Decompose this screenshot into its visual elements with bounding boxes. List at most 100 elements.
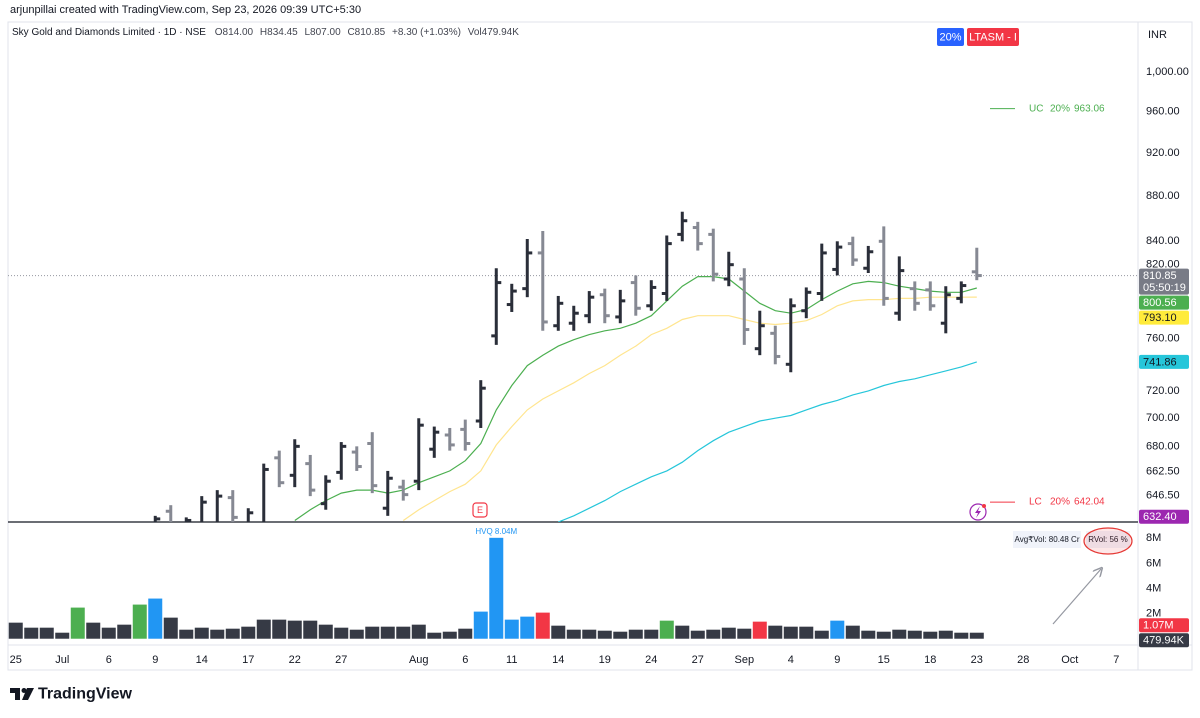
volume-bar: [783, 626, 798, 639]
legend-value: H834.45: [259, 27, 298, 38]
price-badge-label: 793.10: [1143, 312, 1177, 324]
price-bar: [215, 490, 223, 522]
x-tick-label: 27: [335, 654, 347, 666]
y-tick-label: 8M: [1146, 532, 1161, 544]
price-badge-label: 632.40: [1143, 511, 1177, 523]
price-badge-label: 479.94K: [1143, 635, 1185, 647]
price-bar: [739, 268, 750, 345]
legend-value: +8.30 (+1.03%): [392, 27, 461, 38]
price-bar: [429, 426, 440, 458]
price-badge: [1139, 268, 1189, 295]
volume-bar: [597, 630, 612, 639]
volume-bar: [427, 632, 442, 639]
y-tick-label: 6M: [1146, 557, 1161, 569]
price-bar: [491, 268, 502, 345]
volume-bar: [613, 631, 628, 639]
volume-bar: [117, 624, 132, 639]
volume-bar: [225, 628, 240, 639]
price-badge: [1139, 633, 1189, 648]
x-tick-label: 14: [552, 654, 564, 666]
stat-box: [1013, 531, 1081, 548]
price-bar: [692, 221, 703, 251]
price-bar: [320, 475, 331, 510]
highlight-ellipse: [1083, 527, 1133, 555]
price-badge: [1139, 310, 1189, 325]
badge-bg: [937, 28, 964, 46]
x-tick-label: 17: [242, 654, 254, 666]
volume-bar: [566, 629, 581, 639]
brand-name: TradingView: [38, 686, 133, 703]
price-bar: [971, 247, 982, 281]
volume-bar: [458, 628, 473, 639]
price-bar: [522, 238, 533, 298]
x-tick-label: 4: [788, 654, 794, 666]
volume-bar: [349, 629, 364, 639]
price-bar: [274, 450, 285, 488]
price-bar: [506, 283, 517, 312]
volume-bar: [442, 631, 457, 639]
countdown: 05:50:19: [1143, 282, 1186, 294]
price-bar: [708, 228, 719, 282]
price-bar: [305, 454, 316, 497]
volume-bar: [39, 627, 54, 639]
volume-bar: [752, 621, 767, 639]
price-bar: [661, 235, 672, 301]
volume-bar: [675, 625, 690, 639]
x-tick-label: 22: [289, 654, 301, 666]
volume-bar: [845, 625, 860, 639]
price-bar: [184, 517, 192, 522]
price-pane: [8, 211, 1138, 522]
legend-value: O814.00: [214, 27, 254, 38]
volume-bar: [876, 631, 891, 639]
x-tick-label: 6: [106, 654, 112, 666]
legend-value: L807.00: [304, 27, 341, 38]
earnings-badge: [472, 502, 488, 518]
x-tick-label: 19: [599, 654, 611, 666]
earnings-letter: E: [477, 505, 483, 515]
price-bar: [382, 470, 393, 516]
x-tick-label: 14: [196, 654, 208, 666]
price-badge-label: 1.07M: [1143, 620, 1174, 632]
volume-bar: [799, 626, 814, 639]
x-tick-label: 15: [878, 654, 890, 666]
price-badge: [1139, 295, 1189, 310]
x-tick-label: 9: [152, 654, 158, 666]
price-bar: [153, 515, 161, 522]
volume-pane: [8, 537, 984, 639]
volume-bar: [473, 611, 488, 639]
level-name: LC: [1029, 497, 1042, 508]
y-tick-label: 680.00: [1146, 440, 1180, 452]
level-name: UC: [1029, 103, 1043, 114]
symbol-title: Sky Gold and Diamonds Limited · 1D · NSE: [12, 27, 206, 38]
price-bar: [537, 230, 548, 331]
price-bar: [289, 439, 300, 488]
marker-dot: [982, 504, 986, 508]
earnings-marker: E: [472, 502, 488, 518]
price-badge: [1139, 618, 1189, 633]
annotation-arrow: [1052, 569, 1101, 625]
price-bar: [677, 211, 688, 242]
y-tick-label: 920.00: [1146, 147, 1180, 159]
x-tick-label: Oct: [1061, 654, 1078, 666]
volume-bar: [489, 537, 504, 639]
price-bar: [925, 281, 936, 311]
x-tick-label: 18: [924, 654, 936, 666]
x-tick-label: Aug: [409, 654, 429, 666]
price-bar: [940, 286, 951, 334]
price-bar: [413, 418, 424, 491]
stat-box: [1086, 531, 1130, 548]
price-bar: [568, 305, 579, 331]
volume-bar: [70, 607, 85, 639]
volume-bar: [163, 617, 178, 639]
price-bar: [832, 241, 843, 276]
price-bar: [351, 446, 362, 471]
x-tick-label: 9: [834, 654, 840, 666]
currency: INR: [1148, 29, 1167, 41]
price-bar: [246, 508, 254, 522]
price-bar: [227, 490, 238, 522]
price-bar: [165, 505, 173, 522]
volume-bar: [380, 626, 395, 639]
y-tick-label: 840.00: [1146, 235, 1180, 247]
volume-bar: [365, 626, 380, 639]
